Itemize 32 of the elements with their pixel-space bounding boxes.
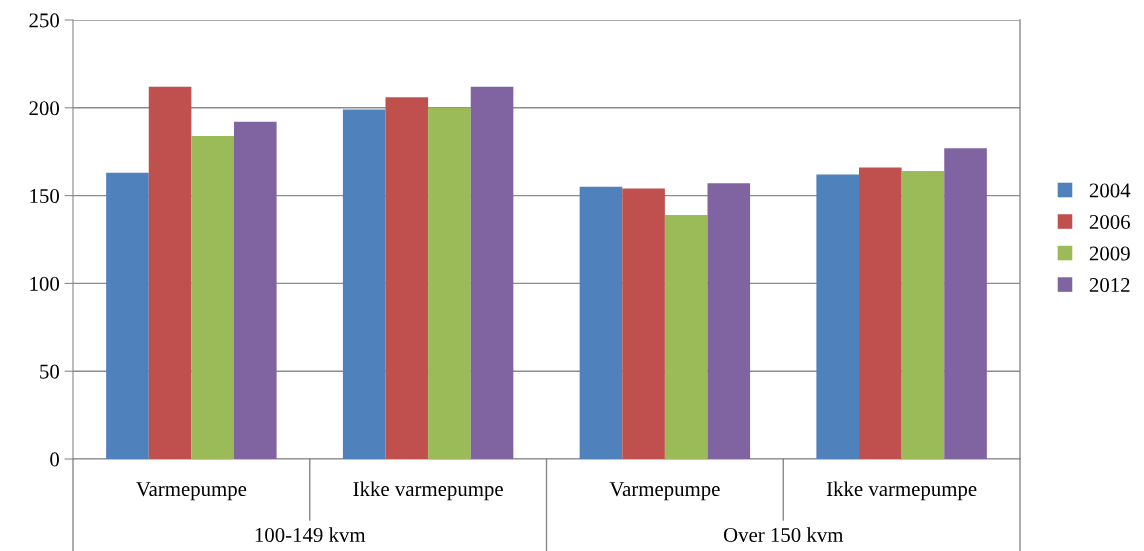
bar <box>944 148 987 459</box>
bar <box>148 86 192 459</box>
bar <box>342 109 386 459</box>
legend-label: 2004 <box>1089 183 1131 198</box>
x-tick-label: Ikke varmepumpe <box>826 481 977 501</box>
text: Over 150 kvm <box>723 527 844 543</box>
y-tick-label: 200 <box>29 101 60 116</box>
bar <box>707 183 751 459</box>
bar <box>579 186 623 459</box>
y-tick-label: 0 <box>50 452 60 467</box>
bar <box>816 174 860 459</box>
y-tick-label: 50 <box>40 364 60 379</box>
y-tick-label: 100 <box>30 276 60 291</box>
bar <box>859 167 902 459</box>
bar <box>106 172 149 459</box>
bar <box>385 97 429 459</box>
bar <box>664 214 708 459</box>
legend-label: 2006 <box>1089 214 1130 230</box>
bar <box>470 86 514 459</box>
bar <box>233 121 277 459</box>
x-tick-label: Ikke varmepumpe <box>353 481 503 501</box>
bar <box>901 171 945 459</box>
bar <box>622 188 665 459</box>
bar <box>191 135 234 459</box>
legend-label: 2012 <box>1089 278 1130 293</box>
legend-label: 2009 <box>1089 246 1130 261</box>
y-tick-label: 250 <box>29 13 60 28</box>
bar <box>428 107 471 459</box>
y-tick-label: 150 <box>30 188 60 204</box>
x-tick-label: Varmepumpe <box>609 482 720 501</box>
x-tick-label: Varmepumpe <box>136 482 247 501</box>
text: 100-149 kvm <box>255 527 366 543</box>
